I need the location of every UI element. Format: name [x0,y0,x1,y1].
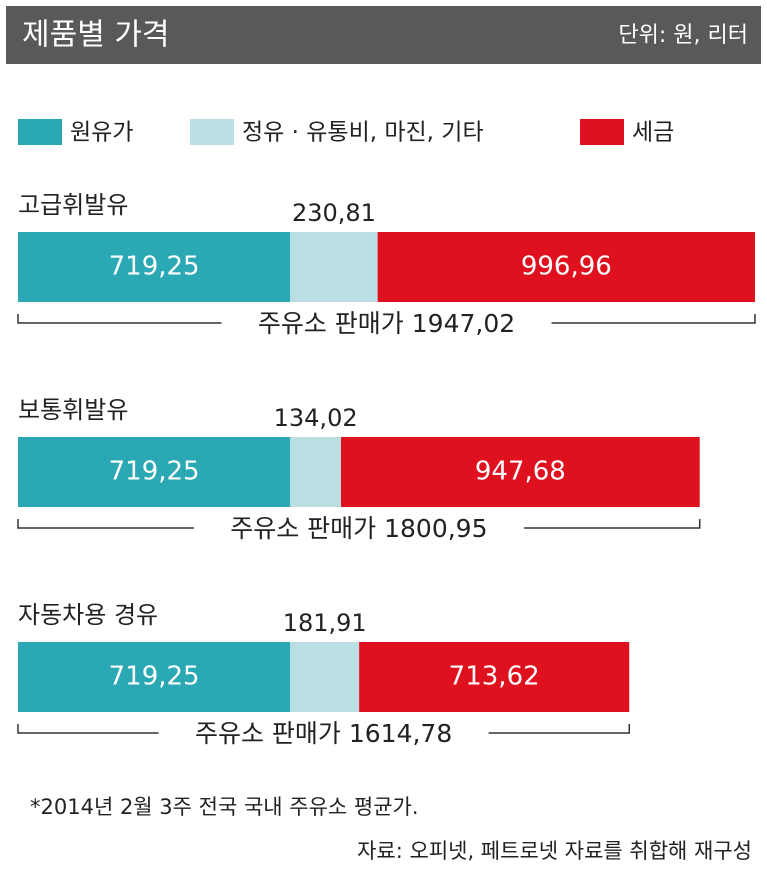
value-label: 719,25 [109,252,200,282]
category-label: 자동차용 경유 [18,601,158,629]
total-label-bg [193,512,524,544]
value-label: 181,91 [283,609,367,637]
legend-label: 세금 [632,120,674,146]
legend-swatch [580,119,624,145]
bar-segment [359,642,630,712]
legend-label: 원유가 [70,120,133,146]
bar-segment [290,437,341,507]
bar-segment [18,642,291,712]
value-label: 719,25 [109,662,200,692]
bar-segment [290,232,378,302]
category-label: 보통휘발유 [18,396,128,424]
header-bar [6,6,761,64]
source-note: 자료: 오피넷, 페트로넷 자료를 취합해 재구성 [357,839,752,863]
total-label: 주유소 판매가 1614,78 [195,719,452,748]
value-label: 134,02 [274,404,358,432]
bar-segment [340,437,700,507]
legend-swatch [190,119,234,145]
value-label: 230,81 [292,199,376,227]
value-label: 996,96 [521,252,612,282]
total-label: 주유소 판매가 1947,02 [258,309,515,338]
total-label-bg [158,717,489,749]
chart-title: 제품별 가격 [22,18,170,53]
unit-label: 단위: 원, 리터 [618,23,748,48]
value-label: 719,25 [109,457,200,487]
value-label: 713,62 [449,662,540,692]
footnote: *2014년 2월 3주 전국 국내 주유소 평균가. [30,795,419,819]
legend-label: 정유 · 유통비, 마진, 기타 [242,120,484,146]
legend-swatch [18,119,62,145]
bar-segment [18,437,291,507]
total-label: 주유소 판매가 1800,95 [230,514,487,543]
category-label: 고급휘발유 [18,191,128,219]
bar-segment [290,642,360,712]
value-label: 947,68 [475,457,566,487]
total-label-bg [221,307,552,339]
bar-segment [18,232,291,302]
bar-segment [377,232,755,302]
